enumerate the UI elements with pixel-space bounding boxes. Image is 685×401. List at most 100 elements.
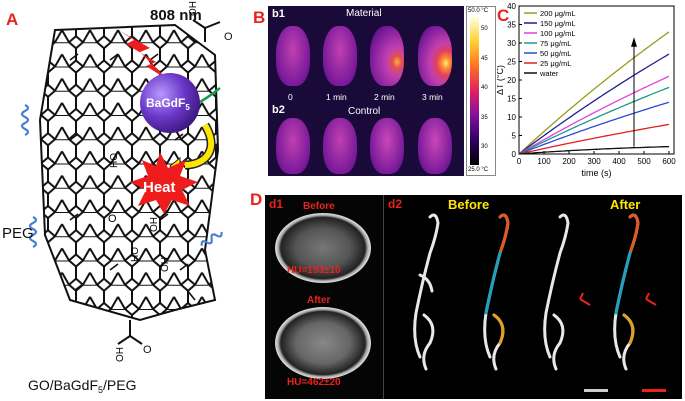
colorbar-gradient [470,17,479,165]
scale-bar [584,389,608,392]
y-tick-label: 5 [512,132,517,141]
legend-entry: 50 μg/mL [540,49,571,58]
panel-b-label: B [253,8,266,27]
svg-text:O: O [143,344,152,356]
y-tick-label: 35 [507,21,516,30]
arrow-marker-icon [579,292,591,306]
ct-after-label: After [307,295,331,306]
legend-entry: 100 μg/mL [540,29,576,38]
x-tick-label: 600 [662,157,676,166]
panel-a: A [0,0,250,401]
carboxyl-bottom [117,320,143,345]
skeleton-renderings [413,213,666,392]
graphene-oxide-diagram: OH O OH O HO OH HO OH O 808 nm BaGdF5 [2,1,233,395]
scale-bar-red [642,389,666,392]
time-2: 2 min [374,92,395,102]
heat-label: Heat [143,179,176,196]
series-line [518,86,670,155]
legend-entry: 200 μg/mL [540,9,576,18]
chart-frame [518,5,675,155]
arrow-marker-icon [645,292,657,306]
series-line [518,145,670,155]
series-line [518,53,670,155]
carboxyl-top [192,19,221,42]
series-line [518,31,670,155]
thermal-mouse [418,26,452,86]
x-tick-label: 300 [587,157,601,166]
svg-text:O: O [224,31,233,43]
mouse-row-material [268,20,464,90]
y-tick-label: 40 [507,2,516,11]
oh-label-2: OH [149,217,160,232]
d2-after-label: After [610,197,641,212]
green-linker [199,87,221,104]
time-labels: 0 1 min 2 min 3 min [268,92,464,104]
d2-skeleton-panel: d2 Before After [384,195,682,399]
panel-b-thermal: b1 Material 0 1 min 2 min 3 min b2 Contr… [268,6,464,176]
colored-skeleton [484,213,640,345]
panel-a-label: A [6,10,19,29]
particle-label: BaGdF [146,96,185,110]
thermal-mouse [323,26,357,86]
x-tick-label: 500 [637,157,651,166]
colorbar-ticks: 50 45 40 35 30 [481,26,488,150]
svg-text:O: O [108,213,117,225]
series-line [518,123,670,155]
peg-chain-icon [20,104,223,248]
legend-entry: water [539,69,559,78]
legend-entry: 150 μg/mL [540,19,576,28]
laser-wavelength: 808 nm [150,7,202,24]
y-tick-label: 20 [507,76,516,85]
graphene-sheet [40,25,218,320]
d2-before-label: Before [448,197,490,212]
series-line [518,101,670,155]
time-3: 3 min [422,92,443,102]
series-line [518,75,670,155]
time-0: 0 [288,92,293,102]
b1-title: Material [346,8,382,19]
laser-bolt-icon [118,30,168,80]
thermal-mouse [370,118,404,174]
x-tick-label: 0 [517,157,522,166]
temperature-colorbar: 50.0 °C 50 45 40 35 30 25.0 °C [466,6,496,176]
y-tick-label: 25 [507,58,516,67]
svg-text:BaGdF5: BaGdF5 [146,96,190,112]
thermal-mouse [370,26,404,86]
hu-before-value: HU=153±10 [287,265,341,276]
y-axis-label: ΔT (°C) [497,65,505,95]
thermal-mouse [418,118,452,174]
ct-scan-after [275,307,371,379]
y-tick-label: 0 [512,150,517,159]
x-tick-label: 100 [537,157,551,166]
thermal-mouse [276,118,310,174]
x-axis-label: time (s) [582,168,612,178]
y-tick-label: 15 [507,95,516,104]
trend-arrow-head [631,37,637,47]
oh-label-4: OH [160,257,171,272]
d1-ct-panel: d1 Before HU=153±10 After HU=462±20 [265,195,384,399]
thermal-mouse [276,26,310,86]
nanoparticle-sphere [140,73,200,133]
legend-entry: 25 μg/mL [540,59,571,68]
ho-label-1: HO [109,153,120,168]
panel-d-images: d1 Before HU=153±10 After HU=462±20 d2 B… [265,195,682,399]
time-1: 1 min [326,92,347,102]
x-tick-label: 400 [612,157,626,166]
ho-label-3: HO [130,247,141,262]
hu-after-value: HU=462±20 [287,377,341,388]
x-tick-label: 200 [562,157,576,166]
ct-scan-before [275,213,371,283]
d2-label: d2 [388,197,403,211]
oh-label-bottom: OH [115,347,126,362]
scale-min: 25.0 °C [468,167,489,173]
panel-d-label: D [250,190,263,209]
y-tick-label: 10 [507,113,516,122]
legend-entry: 75 μg/mL [540,39,571,48]
heat-burst-icon [130,152,198,214]
b2-title: Control [348,106,381,117]
mouse-row-control [268,114,464,176]
thermal-mouse [323,118,357,174]
peg-label: PEG [2,225,34,242]
panel-c-label: C [497,6,510,25]
ct-before-label: Before [303,201,335,212]
